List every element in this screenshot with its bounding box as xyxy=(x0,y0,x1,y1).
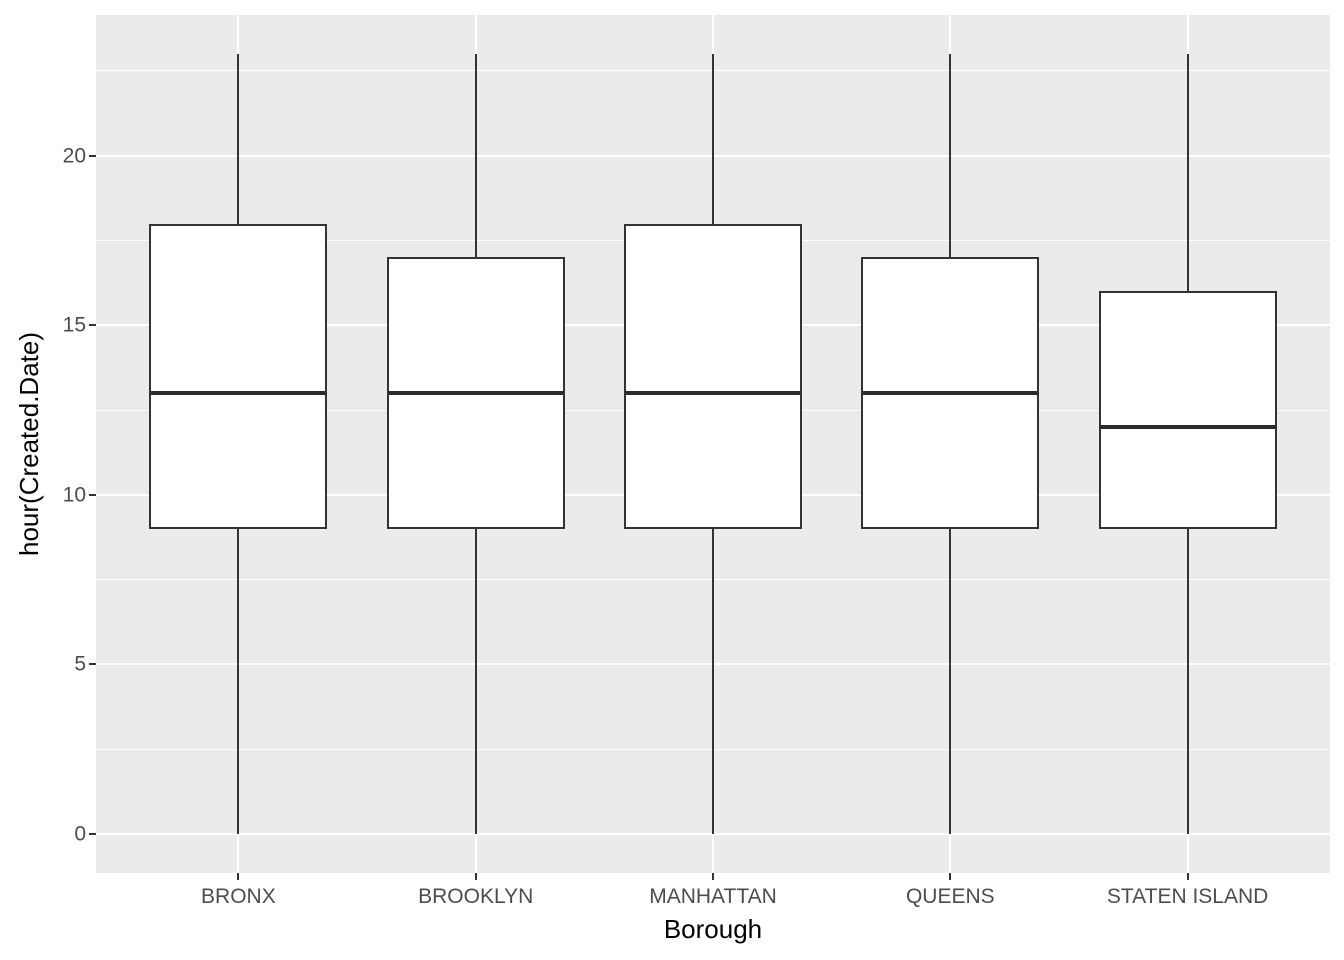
y-tick-mark xyxy=(89,324,96,327)
whisker-upper xyxy=(949,54,952,258)
y-tick-label: 20 xyxy=(62,144,86,168)
y-tick-mark xyxy=(89,493,96,496)
y-axis-title: hour(Created.Date) xyxy=(14,332,44,556)
whisker-lower xyxy=(237,528,240,834)
x-tick-label: QUEENS xyxy=(905,885,995,908)
whisker-upper xyxy=(474,54,477,258)
whisker-lower xyxy=(474,528,477,834)
x-tick-mark xyxy=(474,873,477,880)
x-tick-mark xyxy=(237,873,240,880)
x-tick-label: STATEN ISLAND xyxy=(1106,885,1269,908)
y-tick-label: 15 xyxy=(62,313,86,337)
whisker-upper xyxy=(1186,54,1189,292)
whisker-lower xyxy=(1186,528,1189,834)
y-tick-label: 10 xyxy=(62,483,86,507)
x-tick-label: MANHATTAN xyxy=(649,885,777,908)
whisker-upper xyxy=(712,54,714,224)
x-tick-label: BROOKLYN xyxy=(418,885,534,908)
boxplot-box xyxy=(861,257,1040,529)
x-tick-mark xyxy=(949,873,952,880)
y-tick-mark xyxy=(89,663,96,666)
median-line xyxy=(388,391,563,396)
y-tick-label: 0 xyxy=(74,822,86,846)
boxplot-box xyxy=(386,257,565,529)
whisker-upper xyxy=(237,54,240,224)
boxplot-box xyxy=(149,223,328,529)
median-line xyxy=(151,391,326,396)
median-line xyxy=(863,391,1038,396)
y-tick-label: 5 xyxy=(74,652,86,676)
boxplot-box xyxy=(624,223,802,529)
x-tick-label: BRONX xyxy=(201,885,276,908)
plot-panel xyxy=(96,15,1330,873)
whisker-lower xyxy=(712,528,714,834)
median-line xyxy=(626,391,800,396)
median-line xyxy=(1100,425,1275,430)
y-tick-mark xyxy=(89,154,96,157)
x-axis-title: Borough xyxy=(663,914,763,944)
whisker-lower xyxy=(949,528,952,834)
x-tick-mark xyxy=(1186,873,1189,880)
boxplot-box xyxy=(1098,291,1277,529)
y-tick-mark xyxy=(89,833,96,835)
x-tick-mark xyxy=(712,873,714,880)
